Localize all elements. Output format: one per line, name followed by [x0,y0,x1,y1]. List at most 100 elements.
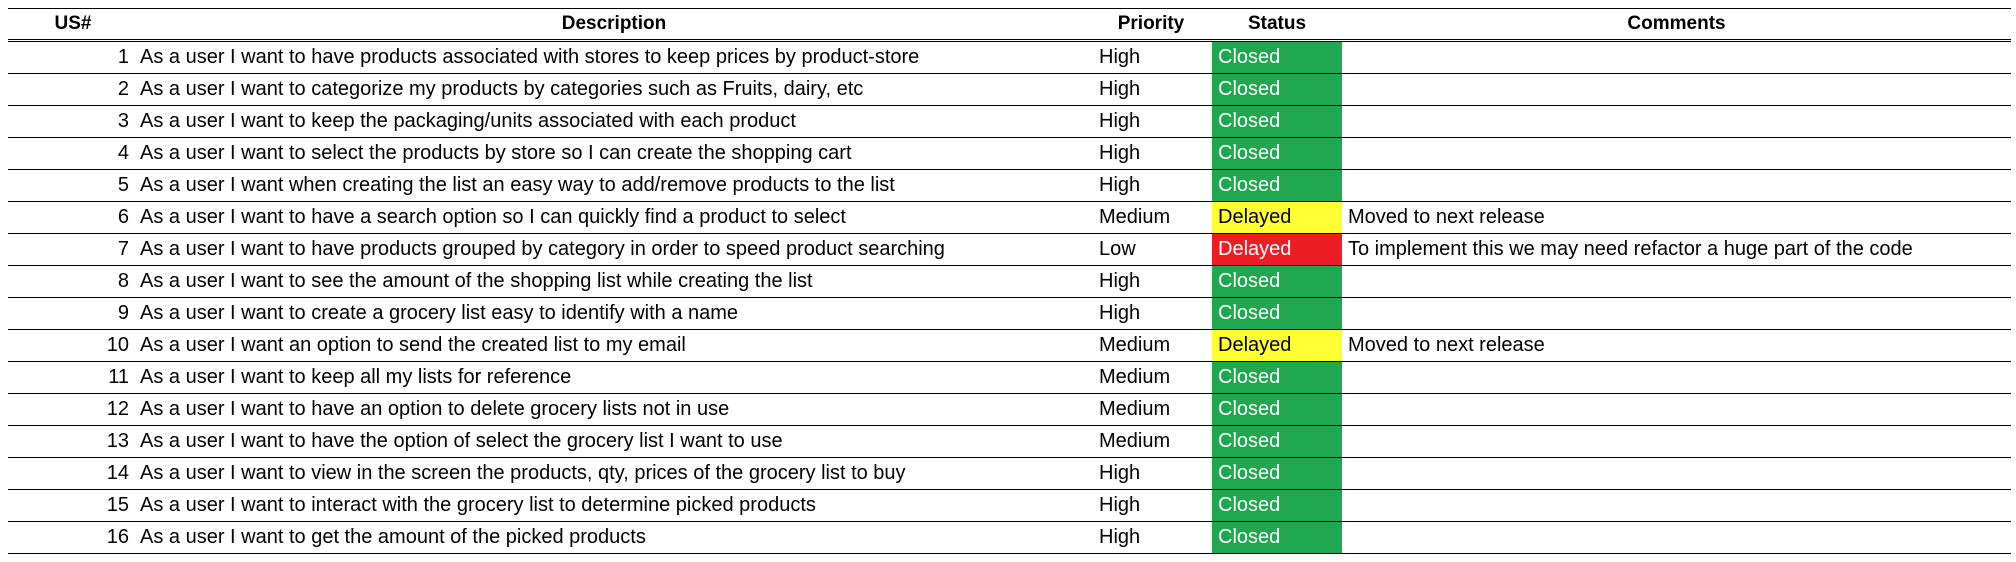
user-stories-table: US# Description Priority Status Comments… [8,8,2011,554]
status-cell: Closed [1212,393,1342,426]
header-row: US# Description Priority Status Comments [8,8,2011,42]
comments-cell [1342,297,2011,330]
table-row: 1 As a user I want to have products assoc… [8,40,2011,74]
priority-cell: High [1090,137,1212,170]
table-row: 12 As a user I want to have an option to … [8,393,2011,426]
status-cell: Closed [1212,105,1342,138]
description-cell: As a user I want to have products groupe… [138,233,1090,266]
us-number-cell: 7 [8,233,138,266]
priority-cell: High [1090,105,1212,138]
status-cell: Closed [1212,489,1342,522]
header-comments: Comments [1342,8,2011,42]
comments-cell [1342,425,2011,458]
comments-cell [1342,361,2011,394]
description-cell: As a user I want to keep the packaging/u… [138,105,1090,138]
us-number-cell: 3 [8,105,138,138]
description-cell: As a user I want to see the amount of th… [138,265,1090,298]
us-number-cell: 4 [8,137,138,170]
description-cell: As a user I want to get the amount of th… [138,521,1090,554]
header-status: Status [1212,8,1342,42]
header-priority: Priority [1090,8,1212,42]
table-row: 16 As a user I want to get the amount of … [8,521,2011,554]
description-cell: As a user I want to have a search option… [138,201,1090,234]
us-number-cell: 5 [8,169,138,202]
table-row: 8 As a user I want to see the amount of t… [8,265,2011,298]
comments-cell [1342,521,2011,554]
comments-cell [1342,265,2011,298]
description-cell: As a user I want an option to send the c… [138,329,1090,362]
priority-cell: High [1090,457,1212,490]
status-cell: Closed [1212,169,1342,202]
priority-cell: Medium [1090,329,1212,362]
priority-cell: High [1090,40,1212,74]
us-number-cell: 16 [8,521,138,554]
description-cell: As a user I want to have an option to de… [138,393,1090,426]
us-number-cell: 10 [8,329,138,362]
user-stories-sheet: US# Description Priority Status Comments… [8,8,2011,554]
status-cell: Closed [1212,73,1342,106]
us-number-cell: 1 [8,40,138,74]
comments-cell: Moved to next release [1342,201,2011,234]
priority-cell: Low [1090,233,1212,266]
table-row: 10 As a user I want an option to send the… [8,329,2011,362]
priority-cell: Medium [1090,393,1212,426]
status-cell: Closed [1212,425,1342,458]
us-number-cell: 11 [8,361,138,394]
comments-cell: Moved to next release [1342,329,2011,362]
header-description: Description [138,8,1090,42]
us-number-cell: 12 [8,393,138,426]
status-cell: Closed [1212,40,1342,74]
description-cell: As a user I want to keep all my lists fo… [138,361,1090,394]
table-row: 14 As a user I want to view in the screen… [8,457,2011,490]
description-cell: As a user I want to interact with the gr… [138,489,1090,522]
table-row: 6 As a user I want to have a search optio… [8,201,2011,234]
comments-cell [1342,137,2011,170]
priority-cell: Medium [1090,361,1212,394]
us-number-cell: 15 [8,489,138,522]
status-cell: Closed [1212,297,1342,330]
table-row: 13 As a user I want to have the option of… [8,425,2011,458]
description-cell: As a user I want to categorize my produc… [138,73,1090,106]
table-row: 9 As a user I want to create a grocery li… [8,297,2011,330]
description-cell: As a user I want to select the products … [138,137,1090,170]
us-number-cell: 9 [8,297,138,330]
comments-cell [1342,457,2011,490]
comments-cell [1342,169,2011,202]
status-cell: Closed [1212,521,1342,554]
priority-cell: High [1090,169,1212,202]
priority-cell: High [1090,521,1212,554]
table-row: 15 As a user I want to interact with the … [8,489,2011,522]
header-us-number: US# [8,8,138,42]
status-cell: Closed [1212,361,1342,394]
table-header: US# Description Priority Status Comments [8,8,2011,42]
comments-cell [1342,40,2011,74]
us-number-cell: 14 [8,457,138,490]
status-cell: Closed [1212,137,1342,170]
status-cell: Delayed [1212,201,1342,234]
table-row: 4 As a user I want to select the products… [8,137,2011,170]
us-number-cell: 6 [8,201,138,234]
description-cell: As a user I want to view in the screen t… [138,457,1090,490]
comments-cell [1342,489,2011,522]
comments-cell [1342,393,2011,426]
table-row: 3 As a user I want to keep the packaging/… [8,105,2011,138]
priority-cell: High [1090,489,1212,522]
description-cell: As a user I want when creating the list … [138,169,1090,202]
description-cell: As a user I want to have products associ… [138,40,1090,74]
status-cell: Closed [1212,457,1342,490]
status-cell: Delayed [1212,233,1342,266]
comments-cell [1342,73,2011,106]
us-number-cell: 2 [8,73,138,106]
table-row: 7 As a user I want to have products group… [8,233,2011,266]
us-number-cell: 13 [8,425,138,458]
priority-cell: High [1090,297,1212,330]
comments-cell [1342,105,2011,138]
status-cell: Closed [1212,265,1342,298]
table-body: 1 As a user I want to have products assoc… [8,40,2011,554]
priority-cell: High [1090,73,1212,106]
table-row: 5 As a user I want when creating the list… [8,169,2011,202]
table-row: 2 As a user I want to categorize my produ… [8,73,2011,106]
status-cell: Delayed [1212,329,1342,362]
comments-cell: To implement this we may need refactor a… [1342,233,2011,266]
table-row: 11 As a user I want to keep all my lists … [8,361,2011,394]
